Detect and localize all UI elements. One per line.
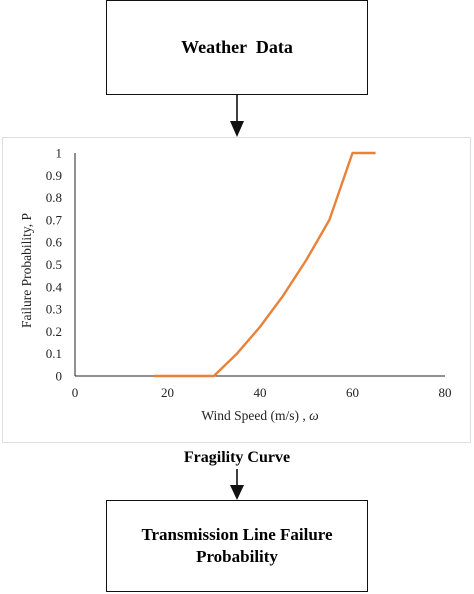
x-tick-label: 80	[439, 385, 452, 400]
y-tick-label: 0.7	[46, 212, 63, 227]
y-tick-label: 0.5	[46, 257, 62, 272]
y-tick-label: 0.9	[46, 168, 62, 183]
fragility-curve-caption: Fragility Curve	[183, 449, 291, 466]
x-tick-label: 60	[346, 385, 359, 400]
weather-data-label: Weather Data	[181, 37, 293, 57]
x-tick-label: 20	[161, 385, 174, 400]
x-axis-ticks: 0 20 40 60 80	[72, 385, 452, 400]
fragility-chart: 00.10.20.30.40.50.60.70.80.91 0 20 40 60 80 …	[19, 146, 452, 424]
y-axis-title: Failure Probability, P	[19, 213, 34, 328]
arrow-down-bottom	[230, 469, 244, 500]
y-tick-label: 0.8	[46, 190, 62, 205]
x-tick-label: 0	[72, 385, 79, 400]
weather-data-box: Weather Data	[106, 0, 368, 95]
y-tick-label: 1	[56, 146, 63, 161]
fragility-curve-line	[153, 151, 376, 378]
x-tick-label: 40	[254, 385, 267, 400]
x-axis-title-symbol: ω	[309, 408, 319, 423]
y-axis-ticks: 0 0.1 0.2 0.3 0.4 0.5 0.6 0.7 0.8 0.9 1	[46, 146, 63, 384]
x-axis-title: Wind Speed (m/s) , ω	[201, 408, 318, 423]
y-tick-label: 0.1	[46, 346, 62, 361]
x-axis-title-text: Wind Speed (m/s) ,	[201, 408, 309, 423]
y-tick-label: 0.6	[46, 235, 63, 250]
y-tick-label: 0.3	[46, 302, 62, 317]
arrow-down-top	[230, 95, 244, 137]
y-tick-label: 0.4	[46, 279, 63, 294]
y-tick-label: 0	[56, 369, 63, 384]
transmission-line-failure-label: Transmission Line Failure Probability	[141, 525, 333, 566]
fragility-chart-panel: 0 0.1 0.2 0.3 0.4 0.5 0.6 0.7 0.8 0.9 1 0 20 40 60 80 …	[2, 137, 471, 443]
y-tick-label: 0.2	[46, 324, 62, 339]
transmission-line-failure-box: Transmission Line Failure Probability	[106, 500, 368, 592]
